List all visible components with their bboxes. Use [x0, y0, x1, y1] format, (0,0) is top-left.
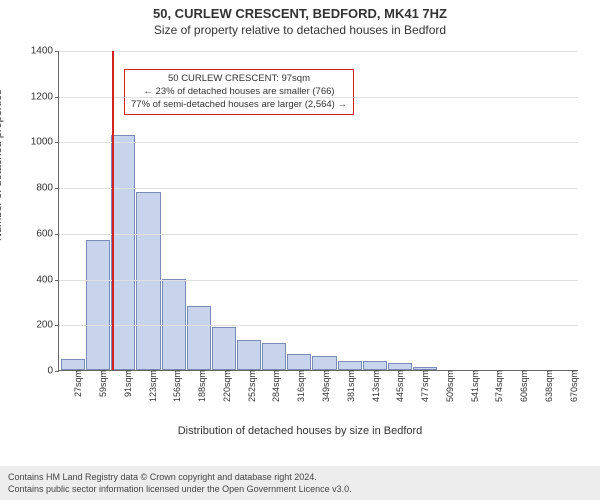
x-tick-label: 477sqm	[418, 370, 430, 402]
y-tick-label: 200	[36, 320, 59, 331]
x-tick-label: 91sqm	[121, 370, 133, 397]
grid-line	[59, 325, 578, 326]
grid-line	[59, 51, 578, 52]
x-tick-label: 188sqm	[195, 370, 207, 402]
x-tick-label: 381sqm	[344, 370, 356, 402]
bar	[86, 240, 110, 370]
x-axis-label: Distribution of detached houses by size …	[0, 425, 600, 437]
x-tick-label: 413sqm	[369, 370, 381, 402]
grid-line	[59, 234, 578, 235]
x-tick-label: 638sqm	[542, 370, 554, 402]
plot-area: 50 CURLEW CRESCENT: 97sqm ← 23% of detac…	[58, 51, 578, 371]
x-tick-label: 606sqm	[517, 370, 529, 402]
bar	[363, 361, 387, 370]
y-tick-label: 1000	[31, 137, 59, 148]
y-tick-label: 400	[36, 274, 59, 285]
chart-container: Number of detached properties 50 CURLEW …	[0, 41, 600, 441]
x-tick-label: 156sqm	[170, 370, 182, 402]
y-tick-label: 600	[36, 228, 59, 239]
bar	[312, 356, 336, 370]
footer-line-1: Contains HM Land Registry data © Crown c…	[8, 471, 592, 483]
page-subtitle: Size of property relative to detached ho…	[0, 21, 600, 41]
x-tick-label: 59sqm	[96, 370, 108, 397]
footer: Contains HM Land Registry data © Crown c…	[0, 466, 600, 500]
page-title: 50, CURLEW CRESCENT, BEDFORD, MK41 7HZ	[0, 0, 600, 21]
x-tick-label: 541sqm	[468, 370, 480, 402]
bar	[287, 354, 311, 370]
grid-line	[59, 188, 578, 189]
bar	[338, 361, 362, 370]
grid-line	[59, 97, 578, 98]
x-tick-label: 252sqm	[245, 370, 257, 402]
footer-line-2: Contains public sector information licen…	[8, 483, 592, 495]
bar	[262, 343, 286, 370]
y-tick-label: 1400	[31, 46, 59, 57]
x-tick-label: 574sqm	[492, 370, 504, 402]
info-box: 50 CURLEW CRESCENT: 97sqm ← 23% of detac…	[124, 69, 354, 115]
x-tick-label: 284sqm	[269, 370, 281, 402]
y-tick-label: 800	[36, 183, 59, 194]
info-line-1: 50 CURLEW CRESCENT: 97sqm	[131, 73, 347, 86]
x-tick-label: 316sqm	[294, 370, 306, 402]
bar	[136, 192, 160, 370]
grid-line	[59, 280, 578, 281]
x-tick-label: 220sqm	[220, 370, 232, 402]
bar	[187, 306, 211, 370]
info-line-3: 77% of semi-detached houses are larger (…	[131, 99, 347, 112]
bar	[212, 327, 236, 370]
bar	[388, 363, 412, 370]
y-axis-label: Number of detached properties	[0, 89, 4, 241]
x-tick-label: 670sqm	[567, 370, 579, 402]
marker-line	[112, 51, 114, 370]
x-tick-label: 27sqm	[71, 370, 83, 397]
x-tick-label: 349sqm	[319, 370, 331, 402]
grid-line	[59, 142, 578, 143]
y-tick-label: 1200	[31, 91, 59, 102]
bar	[61, 359, 85, 370]
x-tick-label: 123sqm	[146, 370, 158, 402]
bar	[162, 279, 186, 370]
x-tick-label: 509sqm	[443, 370, 455, 402]
bar	[111, 135, 135, 370]
bar	[237, 340, 261, 370]
y-tick-label: 0	[47, 366, 59, 377]
x-tick-label: 445sqm	[393, 370, 405, 402]
